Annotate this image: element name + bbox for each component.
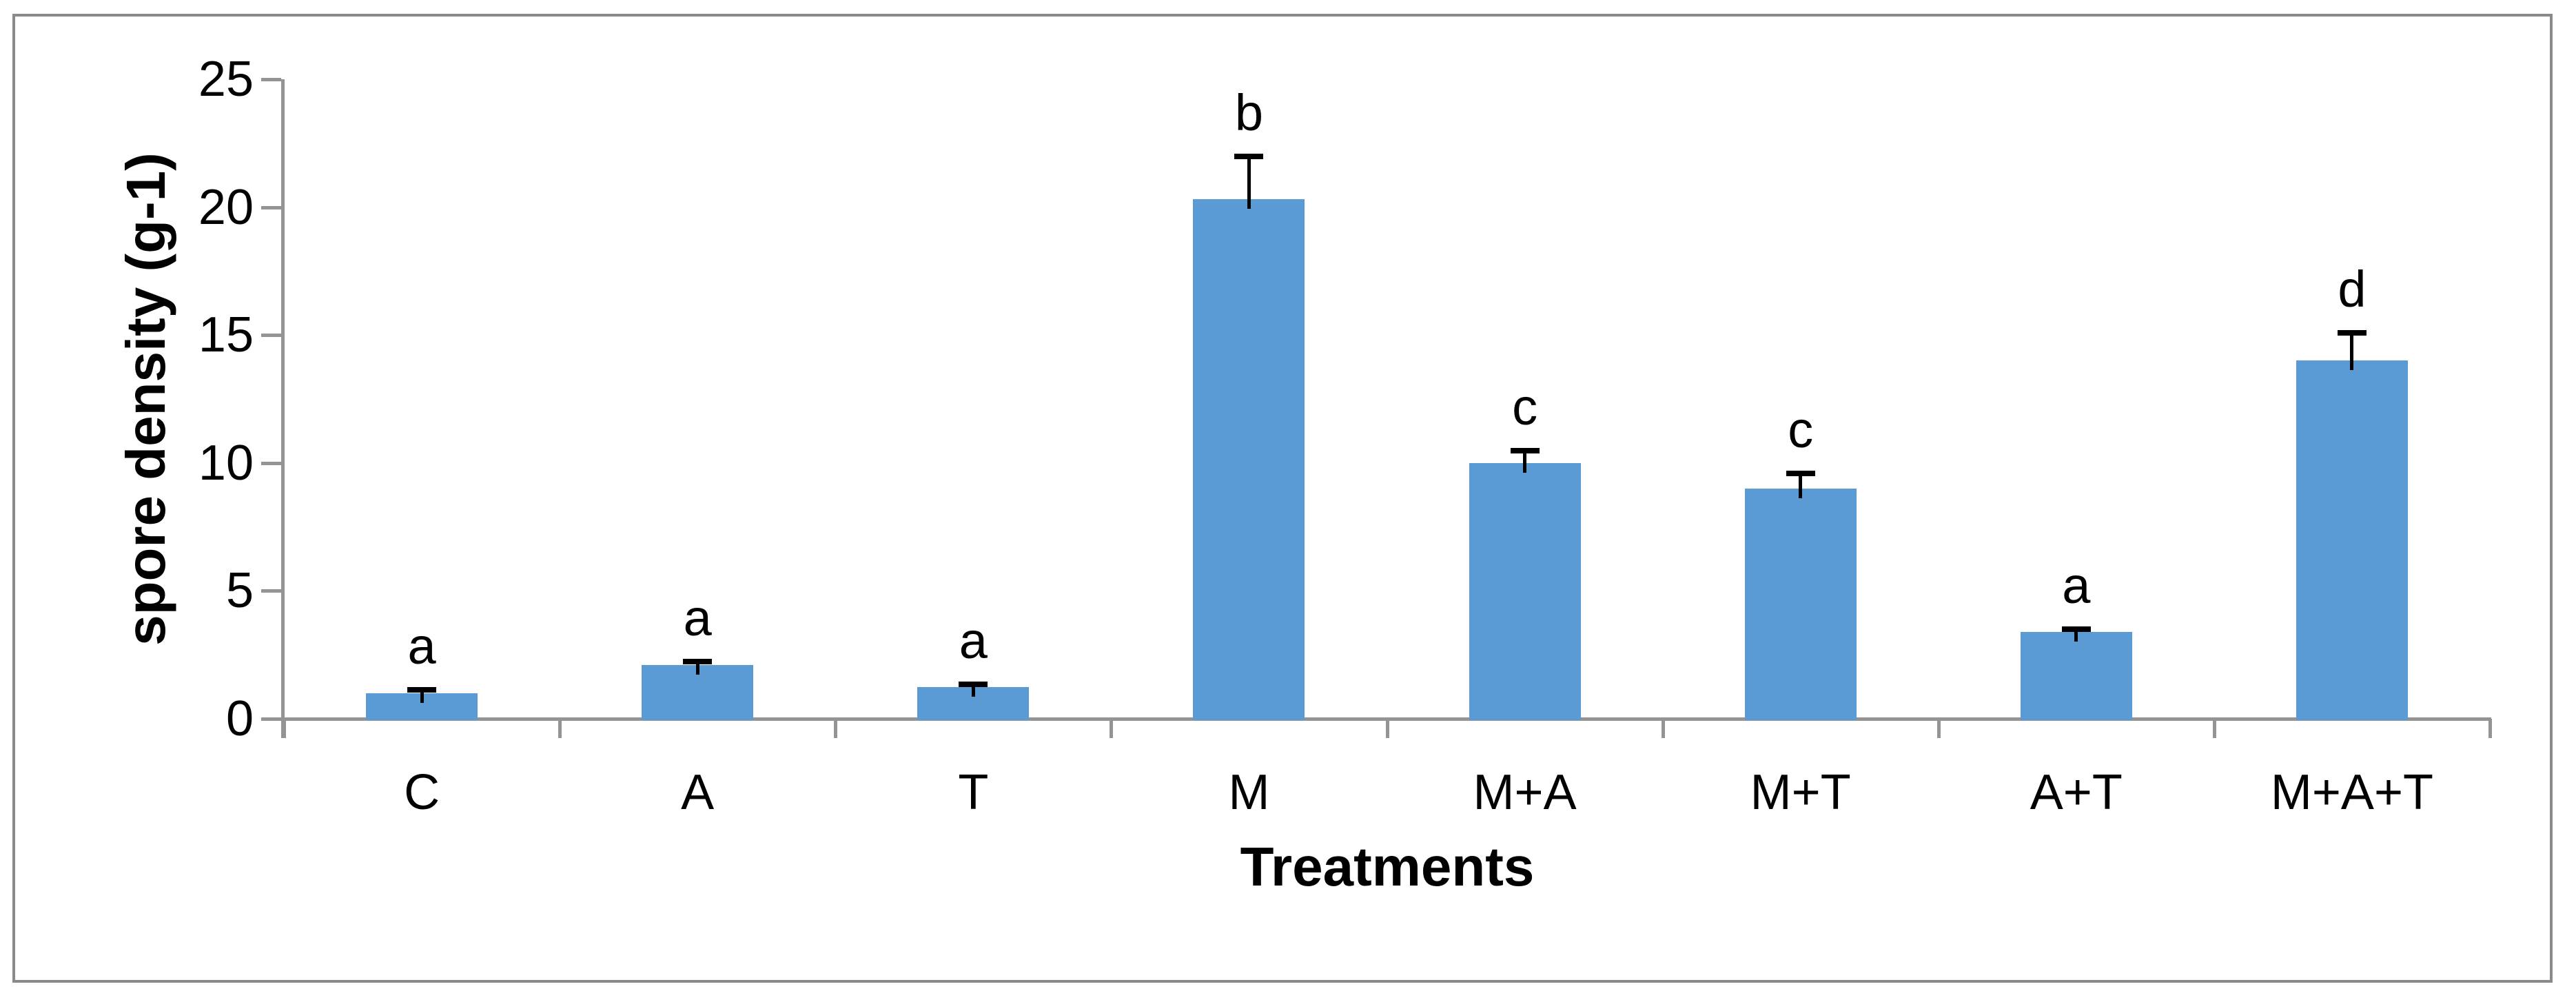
x-tick-mark [834, 719, 838, 738]
x-category-label-A: A [681, 765, 715, 820]
y-tick-label: 0 [225, 691, 254, 746]
error-bar-line-M+A+T [2350, 329, 2354, 371]
error-bar-line-T [971, 682, 975, 697]
y-tick-mark [261, 589, 281, 593]
error-bar-line-M+A [1523, 447, 1527, 473]
x-category-label-M: M [1228, 765, 1270, 820]
y-tick-label: 10 [198, 435, 254, 491]
error-bar-cap-C [407, 686, 437, 693]
error-bar-cap-M+T [1786, 470, 1815, 476]
error-bar-cap-A [683, 658, 713, 664]
x-category-label-M+T: M+T [1750, 765, 1851, 820]
error-bar-line-A [695, 658, 699, 675]
sig-letter-M+A+T: d [2338, 260, 2367, 318]
error-bar-cap-T [959, 682, 988, 688]
y-tick-label: 5 [225, 563, 254, 619]
x-tick-mark [283, 719, 286, 738]
sig-letter-A: a [683, 589, 712, 646]
x-tick-mark [1385, 719, 1389, 738]
x-category-label-M+A: M+A [1473, 765, 1577, 820]
bar-M [1193, 199, 1305, 720]
error-bar-cap-A+T [2061, 626, 2091, 633]
y-axis-line [281, 79, 285, 738]
x-category-label-A+T: A+T [2030, 765, 2123, 820]
y-tick-label: 15 [198, 307, 254, 363]
y-tick-mark [261, 205, 281, 209]
error-bar-line-C [420, 686, 424, 703]
bar-M+T [1744, 488, 1857, 720]
error-bar-line-M [1247, 153, 1251, 209]
bar-M+A [1469, 462, 1581, 720]
sig-letter-M+A: c [1512, 378, 1538, 436]
x-category-label-C: C [404, 765, 440, 820]
error-bar-cap-M [1234, 153, 1264, 159]
sig-letter-A+T: a [2062, 557, 2091, 615]
x-tick-mark [2488, 719, 2492, 738]
x-tick-mark [558, 719, 562, 738]
y-tick-mark [261, 717, 281, 721]
bar-M+A+T [2296, 360, 2408, 720]
y-tick-mark [261, 461, 281, 465]
error-bar-line-A+T [2074, 626, 2078, 642]
error-bar-cap-M+A+T [2337, 329, 2367, 336]
x-tick-mark [2212, 719, 2216, 738]
bar-A+T [2020, 631, 2132, 720]
x-tick-mark [1661, 719, 1665, 738]
error-bar-cap-M+A [1510, 447, 1540, 453]
x-tick-mark [1936, 719, 1941, 738]
sig-letter-T: a [959, 612, 988, 670]
y-tick-label: 25 [198, 52, 254, 107]
sig-letter-M: b [1234, 83, 1264, 141]
x-tick-mark [1110, 719, 1114, 738]
y-tick-label: 20 [198, 179, 254, 235]
error-bar-line-M+T [1799, 470, 1803, 498]
y-tick-mark [261, 334, 281, 338]
y-tick-mark [261, 78, 281, 81]
sig-letter-M+T: c [1788, 400, 1814, 458]
x-axis-title-text: Treatments [1240, 836, 1535, 897]
x-category-label-M+A+T: M+A+T [2270, 765, 2433, 820]
sig-letter-C: a [407, 617, 436, 675]
x-category-label-T: T [958, 765, 989, 820]
chart-border [12, 14, 2553, 983]
